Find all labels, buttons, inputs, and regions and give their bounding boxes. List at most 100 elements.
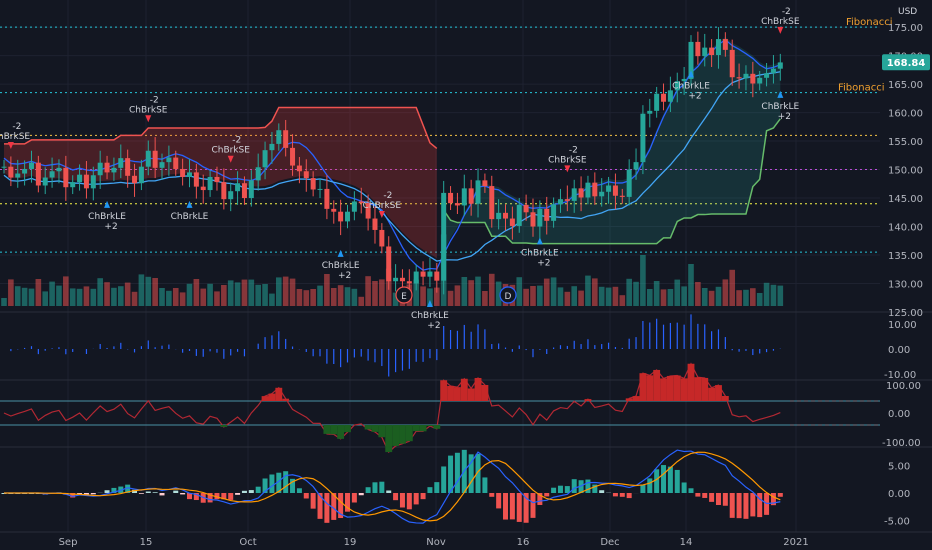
time-tick-label: Nov (426, 537, 446, 548)
candle-body (612, 185, 618, 196)
signal-label: ChBrkLE (322, 261, 360, 271)
volume-bar (722, 279, 729, 306)
signal-count: -2 (12, 122, 21, 132)
volume-bar (117, 286, 124, 306)
volume-bar (530, 286, 536, 306)
candle-body (482, 180, 488, 187)
candle-body (496, 212, 502, 220)
volume-bar (63, 276, 69, 306)
event-circle (499, 286, 517, 304)
volume-bar (633, 281, 639, 306)
volume-bar (454, 285, 461, 306)
candle-body (186, 172, 192, 177)
ind1-tick: 0.00 (888, 345, 910, 356)
candle-body (393, 277, 399, 282)
long-arrow (337, 249, 344, 257)
volume-bar (763, 282, 770, 306)
macd-histogram-bar (509, 493, 515, 520)
candle-body (379, 229, 385, 247)
ind2-tick: 100.00 (886, 381, 921, 392)
macd-histogram-bar (193, 493, 199, 501)
signal-count: +2 (537, 258, 550, 268)
candle-body (702, 47, 708, 57)
grid (0, 0, 932, 532)
macd-histogram-bar (104, 490, 110, 493)
candle-body (365, 203, 371, 219)
macd-histogram-bar (365, 487, 371, 493)
signal-label: ChBrkLE (521, 248, 559, 258)
candle-body (372, 218, 378, 230)
macd-histogram-bar (448, 455, 454, 493)
signal-count: +2 (688, 91, 701, 101)
volume-bar (427, 288, 433, 306)
macd-histogram-bar (503, 493, 509, 520)
candle-body (104, 162, 110, 173)
macd-histogram-bar (592, 484, 598, 493)
volume-bar (289, 278, 296, 306)
volume-bar (598, 286, 605, 306)
candle-body (42, 177, 48, 186)
volume-bar (42, 291, 49, 306)
volume-bar (434, 287, 440, 306)
candle-body (90, 175, 96, 189)
macd-histogram-bar (681, 482, 687, 493)
volume-bar (145, 276, 152, 306)
macd-histogram-bar (729, 493, 735, 518)
price-axis[interactable]: USD175.00170.00165.00160.00155.00150.001… (882, 7, 930, 528)
volume-bar (523, 288, 529, 306)
candle-body (640, 113, 646, 163)
macd-histogram-bar (667, 466, 673, 493)
volume-bar (475, 276, 481, 306)
candle-body (461, 188, 467, 206)
signal-label: ChBrkSE (0, 132, 30, 142)
macd-histogram-bar (516, 493, 522, 522)
macd-histogram-bar (715, 493, 721, 506)
volume-bar (179, 292, 186, 306)
candle-body (310, 178, 316, 190)
volume-bar (736, 290, 742, 306)
indicator-2-panel (0, 362, 880, 454)
macd-histogram-bar (743, 493, 749, 519)
volume-bar (166, 290, 172, 306)
ind3-tick: 5.00 (888, 462, 910, 473)
macd-histogram-bar (296, 488, 302, 493)
candle-body (8, 166, 14, 178)
candle-body (138, 166, 144, 184)
candle-body (654, 93, 660, 111)
macd-histogram-bar (647, 478, 653, 493)
signal-label: ChBrkLE (88, 212, 126, 222)
time-axis[interactable]: Sep 15 Oct 19 Nov 16 Dec 14 2021 (0, 531, 932, 548)
volume-bar (468, 280, 474, 306)
candle-body (633, 162, 639, 170)
volume-bar (543, 278, 550, 306)
red-channel-fill (4, 107, 437, 259)
macd-histogram-bar (77, 493, 83, 495)
candle-body (516, 204, 522, 226)
volume-bar (564, 291, 571, 306)
short-arrow (777, 26, 784, 34)
macd-histogram-bar (454, 452, 460, 493)
candle-body (503, 212, 509, 219)
signal-count: +2 (427, 321, 440, 331)
candle-body (345, 211, 350, 222)
candle-body (715, 39, 721, 56)
macd-histogram-bar (111, 487, 117, 493)
macd-histogram-bar (530, 493, 536, 518)
macd-histogram-bar (269, 474, 275, 493)
candle-body (324, 188, 330, 209)
macd-line (4, 449, 781, 524)
event-marker: E (395, 286, 413, 304)
price-tick-label: 140.00 (888, 223, 923, 234)
currency-label: USD (898, 7, 917, 17)
candle-body (221, 182, 227, 200)
ind2-tick: -100.00 (882, 438, 921, 449)
candle-body (228, 191, 234, 200)
candle-body (406, 281, 412, 284)
volume-bar (701, 288, 708, 306)
ind3-tick: -5.00 (884, 517, 910, 528)
candle-body (111, 167, 117, 173)
volume-bar (303, 290, 310, 306)
candle-body (214, 176, 220, 183)
macd-histogram-bar (241, 490, 247, 493)
